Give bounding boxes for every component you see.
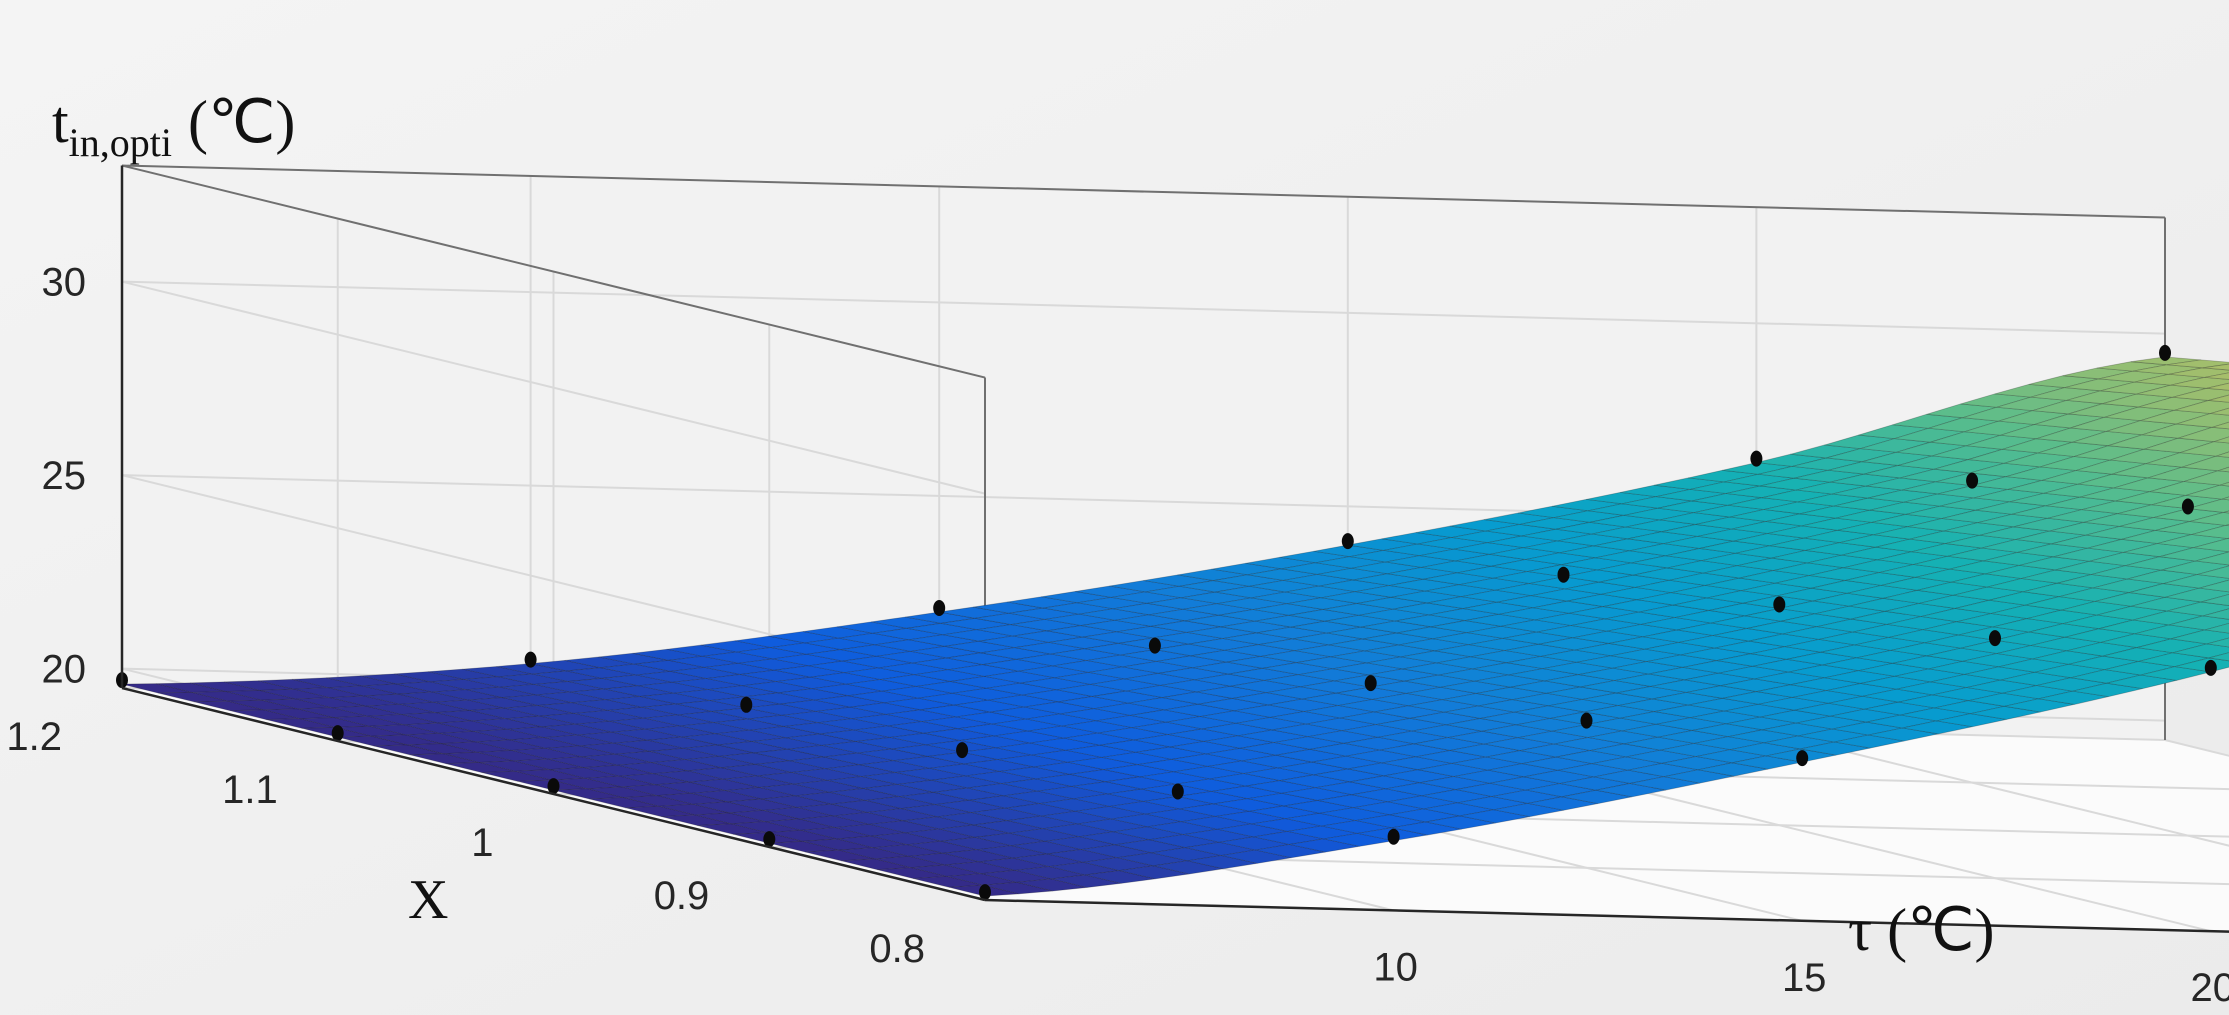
data-point	[1750, 450, 1763, 467]
data-point	[524, 651, 537, 668]
z-tick-label: 20	[42, 648, 87, 692]
z-axis-title-sub: in,opti	[69, 120, 172, 165]
x-tick-label: 0.9	[654, 874, 710, 918]
surface-cell	[2172, 643, 2229, 659]
surface-cell	[2214, 436, 2229, 444]
data-point	[1171, 783, 1184, 800]
data-point	[1966, 472, 1979, 489]
data-point	[1148, 637, 1161, 654]
data-point	[331, 725, 344, 742]
data-point	[1773, 596, 1786, 613]
surface-cell	[2193, 538, 2229, 553]
surface-cell	[2176, 413, 2229, 428]
back-grid-line	[121, 280, 2166, 335]
surface-cell	[2185, 484, 2229, 500]
z-tick-label: 30	[42, 261, 87, 305]
data-point	[547, 778, 560, 795]
surface-cell	[2191, 524, 2229, 539]
surface-cell	[2206, 637, 2229, 648]
data-point	[740, 696, 753, 713]
data-point	[1557, 566, 1570, 583]
data-point	[1796, 750, 1809, 767]
surface-cell	[2197, 565, 2229, 579]
surface-cell	[2189, 512, 2229, 526]
surface-cell	[2159, 547, 2229, 562]
surface-mesh	[121, 356, 2229, 897]
surface-cell	[2174, 400, 2229, 414]
surface-cell	[2166, 359, 2229, 369]
surface-cell	[2195, 551, 2229, 566]
z-axis-title-unit: (℃)	[188, 89, 295, 155]
left-grid-line	[121, 280, 986, 495]
surface-cell	[2221, 496, 2229, 501]
surface-cell	[2204, 622, 2229, 634]
surface-cell	[2187, 498, 2229, 513]
surface-cell	[2178, 426, 2229, 442]
surface-cell	[2167, 601, 2229, 617]
surface-cell	[2182, 455, 2229, 472]
data-point	[1387, 828, 1400, 845]
data-points	[116, 344, 2217, 901]
surface-cell	[2225, 524, 2229, 527]
surface-cell	[2212, 421, 2229, 430]
tau-tick-label: 15	[1782, 956, 1827, 1000]
data-point	[2159, 344, 2171, 361]
z-tick-label: 25	[42, 454, 87, 498]
data-point	[2181, 498, 2194, 515]
surface-cell	[2168, 367, 2229, 378]
z-axis-title: tin,opti (℃)	[52, 89, 295, 165]
surface-cell	[2223, 510, 2229, 514]
x-tick-label: 1.2	[6, 715, 62, 759]
data-point	[1364, 675, 1377, 692]
surface-cell	[2165, 587, 2229, 603]
tau-axis-line	[984, 898, 2229, 933]
surface-cell	[2201, 593, 2229, 606]
z-axis-title-main: t	[52, 89, 69, 155]
x-axis-line	[121, 686, 986, 902]
tau-tick-label: 20	[2191, 966, 2229, 1010]
surface-cell	[2218, 466, 2229, 473]
surface-cell	[2183, 470, 2229, 486]
surface-cell	[2219, 481, 2229, 487]
surface-cell	[2199, 579, 2229, 593]
surface-cell	[2170, 629, 2229, 645]
box-edge	[121, 164, 986, 379]
x-tick-label: 1	[471, 821, 493, 865]
x-axis-title: X	[408, 869, 448, 931]
tau-tick-label: 10	[1373, 945, 1418, 989]
data-point	[933, 600, 946, 616]
surface-cell	[2208, 394, 2229, 403]
data-point	[956, 742, 969, 759]
surface-cell	[2172, 387, 2229, 401]
surface-cell	[2202, 363, 2229, 371]
surface-cell	[2170, 376, 2229, 389]
axis-lines	[120, 165, 2229, 933]
surface-cell	[2180, 441, 2229, 457]
tau-axis-title: τ (℃)	[1848, 897, 1994, 963]
data-point	[1580, 712, 1593, 729]
surface-cell	[2206, 382, 2229, 391]
data-point	[979, 884, 991, 901]
surface-cell	[2169, 615, 2229, 631]
surface-cell	[2161, 560, 2229, 575]
data-point	[763, 831, 776, 848]
surface-cell	[2210, 407, 2229, 416]
surface-cell	[2216, 451, 2229, 458]
x-tick-label: 0.8	[869, 927, 925, 971]
surface-cell	[2203, 608, 2229, 620]
data-point	[1989, 630, 2001, 647]
x-tick-label: 1.1	[222, 768, 278, 812]
surface-cell	[2208, 652, 2229, 662]
surface-cell	[2163, 574, 2229, 589]
data-point	[1341, 533, 1354, 550]
box-edge	[121, 164, 2166, 219]
data-point	[2204, 659, 2217, 676]
